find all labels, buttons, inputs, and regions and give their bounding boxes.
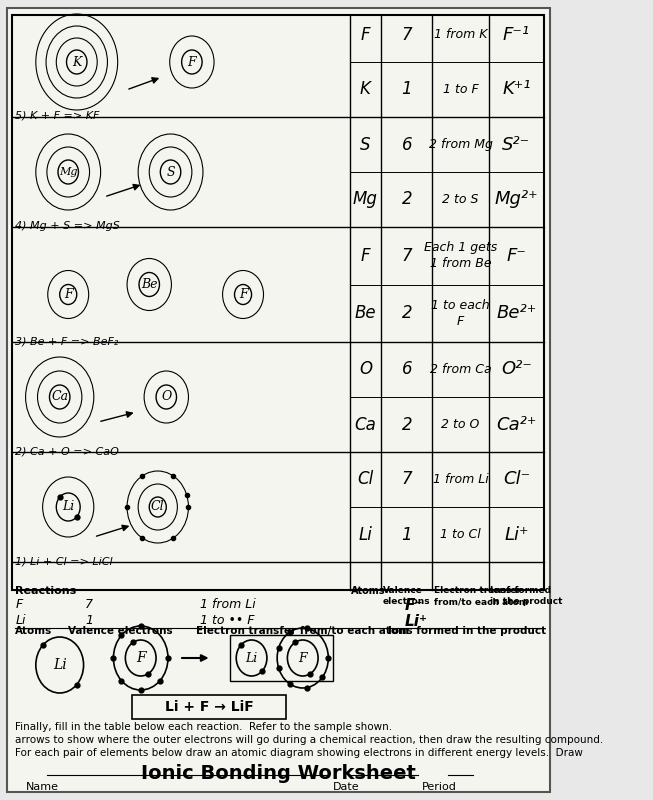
Text: F: F [136, 651, 146, 665]
Text: K⁺¹: K⁺¹ [502, 81, 531, 98]
Text: Valence electrons: Valence electrons [68, 626, 173, 636]
Text: 3) Be + F => BeF₂: 3) Be + F => BeF₂ [16, 336, 119, 346]
Text: F: F [16, 598, 23, 611]
Text: 1 to Cl: 1 to Cl [440, 528, 481, 541]
Text: 2 to S: 2 to S [442, 193, 479, 206]
Text: Ca: Ca [355, 415, 376, 434]
Text: Ions formed
in the product: Ions formed in the product [490, 586, 563, 606]
Text: Atoms: Atoms [351, 586, 386, 596]
Text: F: F [239, 288, 247, 301]
Text: Date: Date [332, 782, 359, 792]
Text: Ions formed in the product: Ions formed in the product [388, 626, 546, 636]
Text: 7: 7 [402, 470, 412, 489]
Text: 1 from K: 1 from K [434, 28, 487, 41]
Text: 2: 2 [402, 304, 412, 322]
Text: S: S [167, 166, 175, 178]
Text: Cl⁻: Cl⁻ [503, 470, 530, 489]
Text: Li: Li [62, 501, 74, 514]
Bar [12, 15, 544, 590]
Text: 7: 7 [402, 246, 412, 265]
Text: 1: 1 [402, 81, 412, 98]
Text: O: O [359, 361, 372, 378]
Text: F: F [187, 55, 196, 69]
Text: For each pair of elements below draw an atomic diagram showing electrons in diff: For each pair of elements below draw an … [16, 748, 583, 758]
Text: F: F [298, 651, 307, 665]
Text: O²⁻: O²⁻ [501, 361, 532, 378]
Text: 2: 2 [402, 415, 412, 434]
Text: 1) Li + Cl => LiCl: 1) Li + Cl => LiCl [16, 556, 113, 566]
Text: F⁻: F⁻ [507, 246, 526, 265]
Text: S: S [360, 135, 371, 154]
Text: F⁻¹: F⁻¹ [503, 26, 530, 43]
FancyBboxPatch shape [7, 8, 550, 792]
Text: Reactions: Reactions [16, 586, 76, 596]
Text: 1 to •• F: 1 to •• F [200, 614, 255, 627]
Text: F: F [64, 288, 72, 301]
Text: Ca²⁺: Ca²⁺ [496, 415, 537, 434]
Text: arrows to show where the outer electrons will go during a chemical reaction, the: arrows to show where the outer electrons… [16, 735, 603, 745]
Text: Be²⁺: Be²⁺ [496, 304, 537, 322]
Text: 1: 1 [86, 614, 93, 627]
Text: Li⁺: Li⁺ [504, 526, 529, 543]
Text: F⁻: F⁻ [405, 598, 423, 613]
Text: Mg: Mg [59, 167, 78, 177]
Text: 7: 7 [402, 26, 412, 43]
Text: Cl: Cl [151, 501, 165, 514]
Text: 1 to F: 1 to F [443, 83, 479, 96]
Text: 7: 7 [86, 598, 93, 611]
Text: Each 1 gets
1 from Be: Each 1 gets 1 from Be [424, 242, 497, 270]
Text: Ionic Bonding Worksheet: Ionic Bonding Worksheet [140, 764, 415, 783]
Text: 4) Mg + S => MgS: 4) Mg + S => MgS [16, 221, 120, 231]
Text: Be: Be [355, 304, 376, 322]
Text: Ca: Ca [51, 390, 69, 403]
Text: 5) K + F => KF: 5) K + F => KF [16, 111, 100, 121]
Text: Atoms: Atoms [16, 626, 53, 636]
Text: O: O [161, 390, 172, 403]
Text: Li: Li [358, 526, 372, 543]
Text: 2) Ca + O => CaO: 2) Ca + O => CaO [16, 446, 119, 456]
Text: Li⁺: Li⁺ [405, 614, 428, 629]
Text: Li + F → LiF: Li + F → LiF [165, 700, 253, 714]
Text: S²⁻: S²⁻ [502, 135, 530, 154]
Text: Mg: Mg [353, 190, 378, 209]
Text: Be: Be [141, 278, 157, 291]
Text: Valence
electrons: Valence electrons [383, 586, 430, 606]
Bar [231, 635, 332, 681]
Text: 1 to each
F: 1 to each F [431, 298, 490, 328]
Text: 2 to O: 2 to O [441, 418, 480, 431]
Text: K: K [72, 55, 82, 69]
Text: 6: 6 [402, 361, 412, 378]
Text: K: K [360, 81, 371, 98]
Text: Li: Li [246, 651, 258, 665]
Text: 1 from Li: 1 from Li [200, 598, 256, 611]
Text: Finally, fill in the table below each reaction.  Refer to the sample shown.: Finally, fill in the table below each re… [16, 722, 392, 732]
Text: 6: 6 [402, 135, 412, 154]
Text: 1: 1 [402, 526, 412, 543]
Bar [132, 695, 285, 719]
Text: Li: Li [16, 614, 26, 627]
Text: Mg²⁺: Mg²⁺ [494, 190, 538, 209]
Text: 2 from Ca: 2 from Ca [430, 363, 491, 376]
Text: 2 from Mg: 2 from Mg [428, 138, 492, 151]
Text: Electron transfer
from/to each atom: Electron transfer from/to each atom [434, 586, 528, 606]
Text: 1 from Li: 1 from Li [433, 473, 488, 486]
Text: 2: 2 [402, 190, 412, 209]
Text: F: F [360, 26, 370, 43]
Text: Cl: Cl [357, 470, 374, 489]
Text: Electron transfer from/to each atom: Electron transfer from/to each atom [196, 626, 409, 636]
Text: Name: Name [25, 782, 59, 792]
Text: Period: Period [422, 782, 457, 792]
Text: F: F [360, 246, 370, 265]
Text: Li: Li [53, 658, 67, 672]
